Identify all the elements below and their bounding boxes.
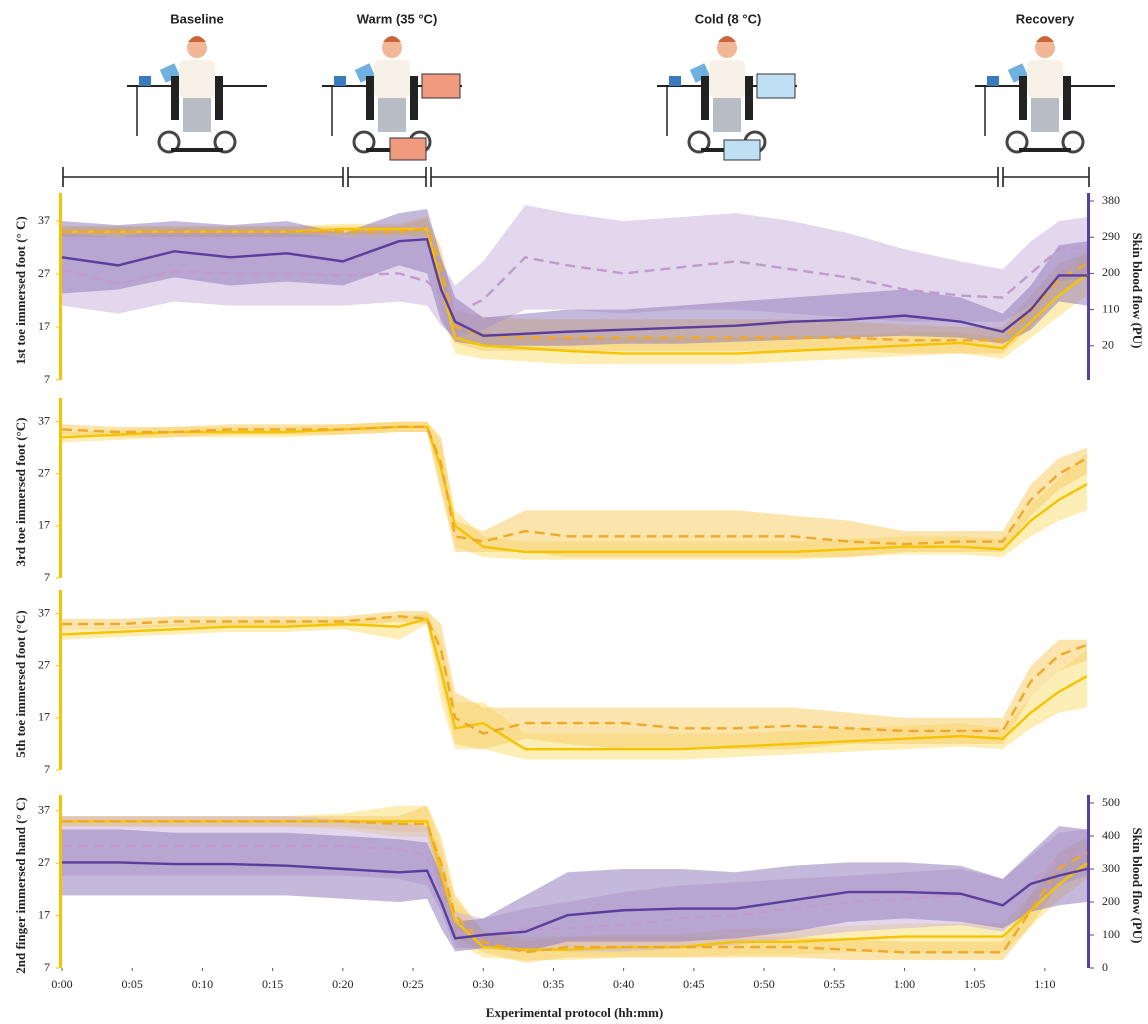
- y-tick-label: 17: [38, 518, 50, 532]
- y-tick-label: 17: [38, 710, 50, 724]
- y-axis-label: 2nd finger immersed hand (° C): [13, 797, 28, 974]
- y2-tick-label: 0: [1102, 960, 1108, 974]
- line: [61, 246, 1088, 316]
- x-tick-label: 0:40: [613, 977, 634, 991]
- x-tick-label: 0:25: [402, 977, 423, 991]
- y-tick-label: 37: [38, 803, 50, 817]
- cold-foot-bath: [723, 139, 761, 161]
- band: [62, 826, 1087, 952]
- y2-tick-label: 300: [1102, 861, 1120, 875]
- x-tick-label: 0:20: [332, 977, 353, 991]
- y-tick-label: 7: [44, 960, 50, 974]
- x-tick-label: 0:50: [753, 977, 774, 991]
- y-tick-label: 27: [38, 658, 50, 672]
- y2-tick-label: 100: [1102, 927, 1120, 941]
- phase-label: Recovery: [1016, 11, 1075, 26]
- cold-bath: [756, 73, 796, 99]
- line: [62, 820, 1088, 954]
- band: [62, 209, 1087, 346]
- y2-tick-label: 110: [1102, 301, 1120, 315]
- x-tick-label: 1:00: [894, 977, 915, 991]
- x-tick-label: 0:15: [262, 977, 283, 991]
- y2-tick-label: 200: [1102, 265, 1120, 279]
- y-axis-line: [59, 795, 62, 968]
- y2-tick-label: 400: [1102, 828, 1120, 842]
- y-axis-label: 3rd toe immersed foot (°C): [13, 418, 28, 567]
- plots: 7 17 27 37 20 110 200 290 380 1st toe immersed fo…: [13, 193, 1145, 1020]
- y-axis-line: [59, 193, 62, 380]
- y2-tick-label: 500: [1102, 795, 1120, 809]
- y-tick-label: 7: [44, 372, 50, 386]
- x-tick-label: 1:10: [1034, 977, 1055, 991]
- x-tick-label: 0:45: [683, 977, 704, 991]
- y-tick-label: 27: [38, 266, 50, 280]
- y-tick-label: 7: [44, 762, 50, 776]
- y-tick-label: 27: [38, 466, 50, 480]
- y2-axis-line: [1087, 193, 1090, 380]
- x-tick-label: 0:35: [543, 977, 564, 991]
- y-tick-label: 37: [38, 413, 50, 427]
- line: [62, 861, 1088, 940]
- phase-label: Cold (8 °C): [695, 11, 762, 26]
- band: [62, 613, 1087, 760]
- y2-tick-label: 20: [1102, 338, 1114, 352]
- y-tick-label: 17: [38, 907, 50, 921]
- x-axis-label: Experimental protocol (hh:mm): [486, 1005, 663, 1020]
- phase-label: Warm (35 °C): [357, 11, 438, 26]
- illustrations: [125, 34, 1117, 161]
- y2-tick-label: 200: [1102, 894, 1120, 908]
- y-axis-line: [59, 590, 62, 770]
- x-tick-label: 0:55: [824, 977, 845, 991]
- line: [61, 425, 1088, 546]
- x-tick-label: 0:00: [51, 977, 72, 991]
- y2-tick-label: 290: [1102, 229, 1120, 243]
- y-tick-label: 37: [38, 213, 50, 227]
- y2-axis-label: Skin blood flow (PU): [1130, 828, 1145, 944]
- line: [61, 425, 1088, 554]
- baseline-figure: [125, 34, 269, 154]
- y-axis-label: 1st toe immersed foot (° C): [13, 216, 28, 365]
- x-tick-label: 1:05: [964, 977, 985, 991]
- y2-axis-line: [1087, 795, 1090, 968]
- recovery-figure: [973, 34, 1117, 154]
- line: [62, 844, 1088, 937]
- phase-label: Baseline: [170, 11, 223, 26]
- y-tick-label: 37: [38, 605, 50, 619]
- y-axis-label: 5th toe immersed foot (°C): [13, 610, 28, 757]
- band: [62, 611, 1087, 750]
- line: [62, 615, 1088, 735]
- band: [62, 421, 1087, 558]
- x-tick-label: 0:10: [192, 977, 213, 991]
- y-axis-line: [59, 398, 62, 578]
- y2-tick-label: 380: [1102, 193, 1120, 207]
- line: [62, 227, 1088, 342]
- x-tick-label: 0:05: [122, 977, 143, 991]
- y-tick-label: 17: [38, 319, 50, 333]
- line: [61, 617, 1088, 751]
- y2-axis-label: Skin blood flow (PU): [1130, 233, 1145, 349]
- y-tick-label: 27: [38, 855, 50, 869]
- warm-bath: [421, 73, 461, 99]
- timeline: [62, 167, 1090, 187]
- warm-foot-bath: [389, 137, 427, 161]
- line: [61, 237, 1087, 337]
- x-tick-label: 0:30: [473, 977, 494, 991]
- y-tick-label: 7: [44, 570, 50, 584]
